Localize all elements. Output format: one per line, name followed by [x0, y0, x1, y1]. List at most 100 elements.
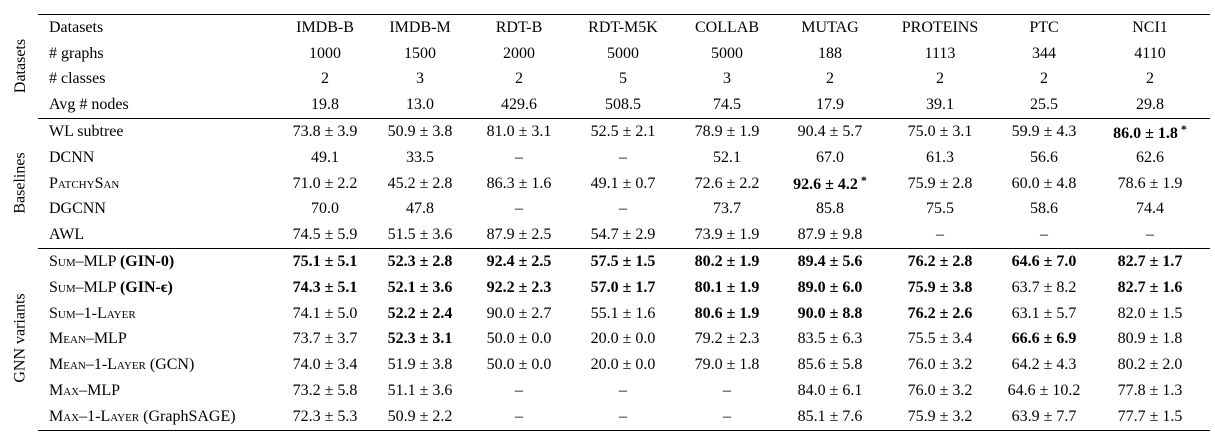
- section-gnn-variants: Sum–MLP (GIN-0) 75.1 ± 5.1 52.3 ± 2.8 92.4 …: [38, 248, 1210, 431]
- stat-cell: 20.0 ± 0.0: [590, 356, 656, 374]
- stat-cell: –: [723, 407, 731, 425]
- stat-cell: 82.0 ± 1.5: [1117, 304, 1183, 322]
- stat-cell: 52.3 ± 3.1: [372, 327, 468, 353]
- significance-star: *: [860, 173, 867, 188]
- stat-cell: 89.4 ± 5.6: [778, 248, 882, 275]
- stat-cell: 76.0 ± 3.2: [907, 356, 973, 374]
- stat-cell: 82.7 ± 1.7: [1090, 248, 1210, 275]
- table-row: Sum–1-Layer 74.1 ± 5.0 52.2 ± 2.4 90.0 ± 2.…: [38, 301, 1210, 327]
- stat-cell: 70.0: [311, 200, 339, 218]
- row-label: DGCNN: [38, 197, 278, 223]
- stat-value: 74.3 ± 5.1: [292, 278, 358, 296]
- stat-value: 82.7 ± 1.6: [1117, 278, 1183, 296]
- stat-value: 52.1 ± 3.6: [387, 278, 453, 296]
- stat-cell: 62.6: [1136, 148, 1164, 166]
- stat-cell: 2: [936, 70, 944, 88]
- stat-cell: 74.5 ± 5.9: [292, 226, 358, 244]
- row-label-text: PatchySan: [49, 174, 120, 192]
- stat-cell: 74.1 ± 5.0: [292, 304, 358, 322]
- stat-value: 82.7 ± 1.7: [1117, 253, 1183, 271]
- section-label-text: GNN variants: [12, 292, 29, 383]
- stat-cell: –: [515, 382, 523, 400]
- stat-cell: 72.6 ± 2.2: [694, 174, 760, 192]
- stat-cell: 75.9 ± 3.8: [882, 275, 998, 301]
- row-label: Max–MLP: [38, 378, 278, 404]
- stat-value: 89.4 ± 5.6: [797, 253, 863, 271]
- row-label: Sum–MLP (GIN-ϵ): [38, 275, 278, 301]
- stat-cell: 13.0: [406, 96, 434, 114]
- stat-value: 80.1 ± 1.9: [694, 278, 760, 296]
- stat-cell: 49.1 ± 0.7: [590, 174, 656, 192]
- stat-cell: 51.1 ± 3.6: [387, 382, 453, 400]
- column-header-datasets: Datasets: [49, 18, 104, 36]
- row-label-text: WL subtree: [49, 123, 124, 141]
- stat-cell: 86.3 ± 1.6: [486, 174, 552, 192]
- row-label-text: Mean–1-Layer: [49, 356, 150, 374]
- table-row: AWL 74.5 ± 5.9 51.5 ± 3.6 87.9 ± 2.5 54.7 ± …: [38, 222, 1210, 248]
- table-row: # graphs 1000 1500 2000 5000 5000 188 1113 344 41…: [38, 41, 1210, 67]
- stat-cell: 73.2 ± 5.8: [292, 382, 358, 400]
- row-label: DCNN: [38, 145, 278, 171]
- column-header-collab: COLLAB: [695, 18, 759, 36]
- stat-cell: 429.6: [501, 96, 537, 114]
- stat-value: 76.2 ± 2.8: [907, 253, 973, 271]
- row-label-text: Sum–MLP: [49, 253, 120, 271]
- stat-cell: 57.5 ± 1.5: [570, 248, 676, 275]
- stat-cell: 63.7 ± 8.2: [1011, 278, 1077, 296]
- stat-cell: –: [936, 226, 944, 244]
- stat-cell: 92.2 ± 2.3: [468, 275, 570, 301]
- stat-cell: 19.8: [311, 96, 339, 114]
- stat-cell: –: [515, 407, 523, 425]
- column-header-proteins: PROTEINS: [901, 18, 979, 36]
- stat-cell: 80.6 ± 1.9: [676, 301, 778, 327]
- row-label-text: Avg # nodes: [49, 96, 129, 114]
- stat-cell: 188: [818, 44, 842, 62]
- stat-cell: 79.0 ± 1.8: [694, 356, 760, 374]
- stat-cell: 74.5: [713, 96, 741, 114]
- row-label-suffix: (GCN): [149, 356, 195, 374]
- stat-cell: 76.0 ± 3.2: [907, 382, 973, 400]
- stat-cell: 78.6 ± 1.9: [1117, 174, 1183, 192]
- row-label: # classes: [38, 67, 278, 93]
- stat-cell: 64.6 ± 7.0: [998, 248, 1090, 275]
- stat-cell: 74.3 ± 5.1: [278, 275, 372, 301]
- column-header-imdb-m: IMDB-M: [389, 18, 451, 36]
- table-header-row: Datasets IMDB-B IMDB-M RDT-B RDT-M5K COLLAB MU…: [38, 15, 1210, 41]
- stat-cell: 52.3 ± 2.8: [372, 248, 468, 275]
- stat-cell: 39.1: [926, 96, 954, 114]
- row-label-suffix: (GraphSAGE): [143, 407, 236, 425]
- stat-cell: 80.1 ± 1.9: [676, 275, 778, 301]
- stat-value: 64.6 ± 7.0: [1011, 253, 1077, 271]
- stat-cell: 508.5: [605, 96, 641, 114]
- row-label-text: Sum–MLP: [49, 278, 120, 296]
- section-label-gnn-variants: GNN variants: [0, 248, 42, 427]
- table-row: Avg # nodes 19.8 13.0 429.6 508.5 74.5 17.9 39.…: [38, 92, 1210, 118]
- stat-value: 89.0 ± 6.0: [797, 278, 863, 296]
- stat-value: 52.3 ± 3.1: [387, 330, 453, 348]
- column-header-mutag: MUTAG: [801, 18, 859, 36]
- table-row: DGCNN 70.0 47.8 – – 73.7 85.8 75.5 58.6 74.4: [38, 197, 1210, 223]
- column-header-ptc: PTC: [1029, 18, 1059, 36]
- stat-value: 86.0 ± 1.8: [1113, 124, 1178, 142]
- row-label-text: AWL: [49, 226, 85, 244]
- stat-cell: 5000: [711, 44, 743, 62]
- stat-cell: 77.7 ± 1.5: [1117, 407, 1183, 425]
- stat-cell: 55.1 ± 1.6: [590, 304, 656, 322]
- stat-cell: 76.2 ± 2.8: [882, 248, 998, 275]
- section-gutter: Datasets Baselines GNN variants: [0, 0, 42, 436]
- table-row: PatchySan 71.0 ± 2.2 45.2 ± 2.8 86.3 ± 1.6 4…: [38, 171, 1210, 197]
- stat-cell: 3: [416, 70, 424, 88]
- stat-cell: 80.2 ± 1.9: [676, 248, 778, 275]
- stat-cell: 90.4 ± 5.7: [778, 118, 882, 145]
- stat-value: 80.2 ± 1.9: [694, 253, 760, 271]
- table-row: # classes 2 3 2 5 3 2 2 2 2: [38, 67, 1210, 93]
- section-baselines: WL subtree 73.8 ± 3.9 50.9 ± 3.8 81.0 ± 3.1…: [38, 118, 1210, 249]
- table-row: Sum–MLP (GIN-0) 75.1 ± 5.1 52.3 ± 2.8 92.4 …: [38, 248, 1210, 275]
- column-header-rdt-b: RDT-B: [495, 18, 543, 36]
- stat-cell: 60.0 ± 4.8: [1011, 174, 1077, 192]
- stat-cell: 20.0 ± 0.0: [590, 330, 656, 348]
- row-label-text: DCNN: [49, 148, 95, 166]
- stat-cell: 54.7 ± 2.9: [590, 226, 656, 244]
- stat-cell: 80.9 ± 1.8: [1117, 330, 1183, 348]
